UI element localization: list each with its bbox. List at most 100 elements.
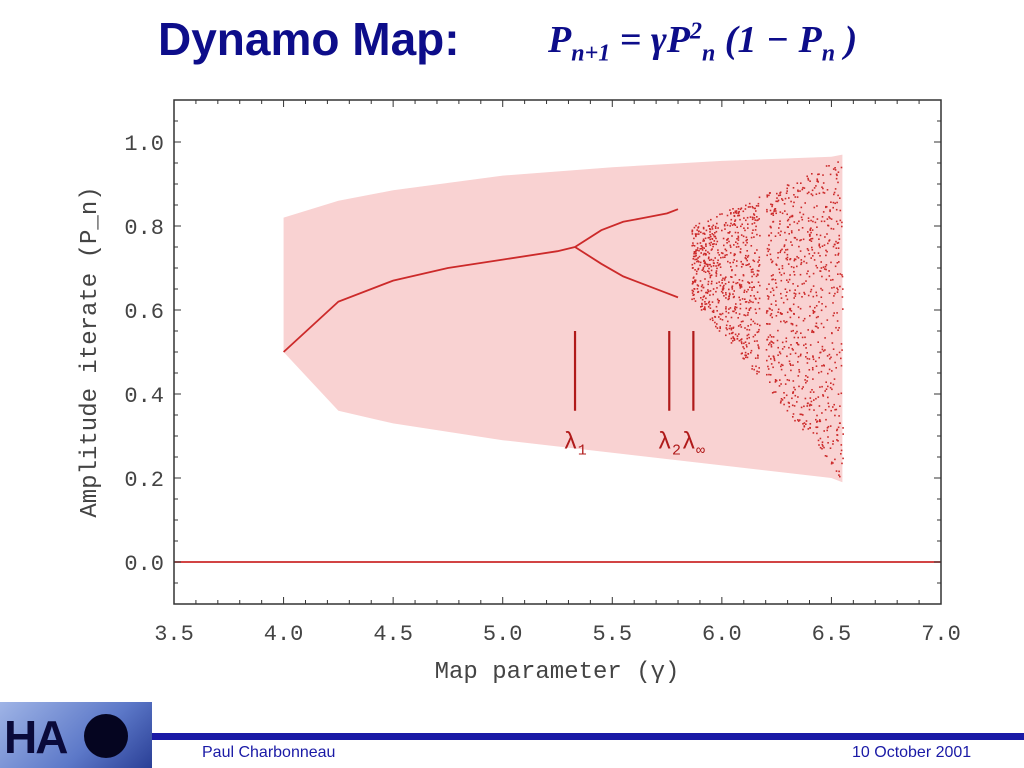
chaos-point [769, 323, 771, 325]
chaos-point [719, 213, 721, 216]
chaos-point [807, 329, 809, 331]
chaos-point [804, 343, 807, 345]
x-tick-label: 6.5 [812, 622, 852, 647]
chaos-point [752, 259, 754, 262]
chaos-point [742, 235, 745, 238]
chaos-point [812, 331, 815, 333]
chaos-point [777, 194, 780, 197]
chaos-point [778, 271, 781, 274]
chaos-point [707, 237, 710, 239]
chaos-point [769, 308, 771, 310]
chaos-point [744, 327, 746, 329]
chaos-point [771, 212, 773, 215]
chaos-point [783, 403, 785, 406]
chaos-point [786, 279, 788, 281]
chaos-point [840, 449, 843, 452]
chaos-point [820, 287, 822, 290]
chaos-point [794, 419, 796, 422]
chaos-point [708, 302, 710, 304]
chaos-point [768, 296, 770, 298]
bifurcation-marker-subscript: 2 [672, 443, 681, 460]
chaos-point [821, 385, 823, 388]
chaos-point [794, 295, 797, 297]
chaos-point [788, 278, 791, 281]
chaos-point [740, 286, 743, 288]
chaos-point [702, 266, 705, 269]
chaos-point [707, 257, 710, 260]
chaos-point [691, 233, 694, 235]
chaos-point [700, 252, 702, 254]
chaos-point [733, 339, 736, 341]
chaos-point [750, 351, 752, 354]
chaos-point [816, 426, 819, 428]
chaos-point [783, 397, 786, 399]
chaos-point [825, 305, 827, 308]
chaos-point [835, 177, 838, 180]
chaos-point [838, 234, 840, 237]
chaos-point [758, 264, 761, 266]
chaos-point [823, 430, 825, 432]
chaos-point [834, 169, 837, 171]
chaos-point [838, 415, 840, 417]
chaos-point [804, 397, 807, 400]
chaos-point [792, 413, 795, 415]
chaos-point [830, 382, 832, 384]
chaos-point [832, 201, 835, 204]
chaos-point [731, 235, 733, 237]
chaos-point [801, 387, 803, 390]
chaos-point [744, 301, 747, 303]
chaos-point [802, 386, 804, 388]
chaos-point [719, 266, 722, 268]
chaos-point [711, 317, 714, 319]
chaos-point [781, 199, 784, 201]
chaos-point [828, 292, 831, 294]
chaos-point [698, 233, 700, 235]
chaos-point [751, 368, 753, 370]
chaos-point [803, 344, 805, 347]
chaos-point [775, 380, 777, 382]
chaos-point [756, 233, 758, 236]
chaos-point [797, 336, 799, 339]
chaos-point [836, 287, 838, 289]
chaos-point [734, 219, 737, 221]
chaos-point [715, 282, 718, 284]
chaos-point [836, 262, 839, 264]
chaos-point [789, 258, 792, 260]
chaos-point [813, 399, 815, 401]
chaos-point [797, 306, 800, 308]
chaos-point [766, 359, 768, 362]
chaos-point [818, 238, 820, 240]
chaos-point [786, 298, 789, 301]
chaos-point [781, 198, 783, 200]
chaos-point [694, 279, 696, 281]
chaos-point [785, 257, 787, 260]
chaos-point [727, 232, 729, 234]
chaos-point [792, 283, 794, 285]
chaos-point [789, 307, 792, 310]
chaos-point [835, 247, 838, 249]
chaos-point [711, 233, 714, 235]
chaos-point [773, 358, 776, 360]
chaos-point [695, 252, 697, 255]
chaos-point [790, 364, 792, 366]
chaos-point [742, 263, 744, 266]
chaos-point [841, 221, 843, 224]
chaos-point [729, 231, 731, 233]
chaos-point [724, 254, 726, 257]
chaos-point [793, 221, 796, 223]
chaos-point [797, 361, 799, 363]
chaos-point [812, 285, 815, 287]
chaos-point [705, 245, 707, 247]
chaos-point [735, 210, 738, 212]
chaos-point [777, 199, 780, 202]
chaos-point [802, 186, 804, 189]
chaos-point [803, 405, 805, 408]
chaos-point [692, 281, 694, 284]
chaos-point [730, 328, 733, 331]
chaos-point [830, 356, 832, 359]
chaos-point [730, 218, 733, 221]
chaos-point [833, 191, 836, 194]
chaos-point [719, 284, 722, 287]
chaos-point [739, 307, 742, 310]
chaos-point [838, 261, 840, 263]
